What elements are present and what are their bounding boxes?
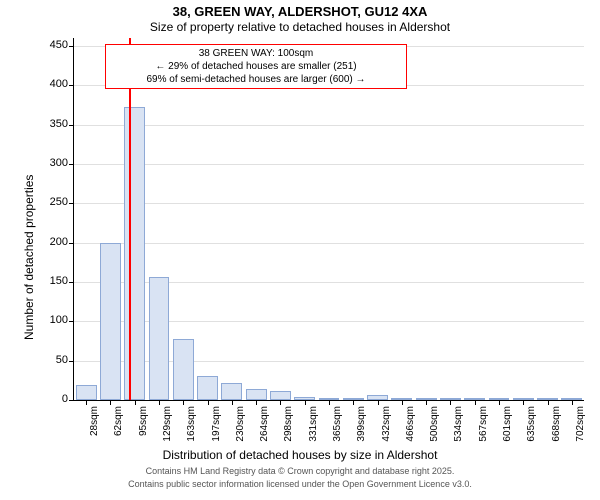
- x-tick-label: 534sqm: [453, 406, 464, 454]
- x-tick-label: 466sqm: [405, 406, 416, 454]
- plot-area: [73, 38, 584, 401]
- y-tick-label: 300: [30, 157, 68, 169]
- x-tick-label: 197sqm: [211, 406, 222, 454]
- x-tick-label: 365sqm: [332, 406, 343, 454]
- annotation-line-1: 38 GREEN WAY: 100sqm: [112, 47, 400, 60]
- histogram-bar: [76, 385, 97, 400]
- marker-line: [129, 38, 131, 400]
- x-tick-label: 163sqm: [186, 406, 197, 454]
- y-tick-label: 350: [30, 118, 68, 130]
- x-tick-label: 702sqm: [575, 406, 586, 454]
- histogram-bar: [124, 107, 145, 400]
- y-tick-label: 150: [30, 275, 68, 287]
- chart-subtitle: Size of property relative to detached ho…: [0, 20, 600, 34]
- y-tick-label: 50: [30, 354, 68, 366]
- x-tick-label: 95sqm: [138, 406, 149, 454]
- y-tick-label: 100: [30, 314, 68, 326]
- x-tick-label: 399sqm: [356, 406, 367, 454]
- x-tick-label: 567sqm: [478, 406, 489, 454]
- footnote-line-1: Contains HM Land Registry data © Crown c…: [0, 466, 600, 476]
- footnote-line-2: Contains public sector information licen…: [0, 479, 600, 489]
- x-tick-label: 601sqm: [502, 406, 513, 454]
- x-tick-label: 298sqm: [283, 406, 294, 454]
- x-tick-label: 635sqm: [526, 406, 537, 454]
- x-tick-label: 500sqm: [429, 406, 440, 454]
- y-tick-label: 0: [30, 393, 68, 405]
- y-tick-label: 250: [30, 196, 68, 208]
- x-tick-label: 28sqm: [89, 406, 100, 454]
- annotation-line-2: ← 29% of detached houses are smaller (25…: [112, 60, 400, 73]
- histogram-bar: [173, 339, 194, 400]
- histogram-bar: [197, 376, 218, 400]
- annotation-box: 38 GREEN WAY: 100sqm ← 29% of detached h…: [105, 44, 407, 89]
- x-tick-label: 432sqm: [381, 406, 392, 454]
- histogram-bar: [270, 391, 291, 400]
- histogram-bar: [221, 383, 242, 400]
- x-tick-label: 331sqm: [308, 406, 319, 454]
- x-tick-label: 230sqm: [235, 406, 246, 454]
- x-tick-label: 62sqm: [113, 406, 124, 454]
- x-tick-label: 668sqm: [551, 406, 562, 454]
- y-tick-label: 200: [30, 236, 68, 248]
- histogram-bar: [100, 243, 121, 400]
- histogram-bar: [246, 389, 267, 400]
- y-tick-label: 450: [30, 39, 68, 51]
- x-tick-label: 129sqm: [162, 406, 173, 454]
- x-tick-label: 264sqm: [259, 406, 270, 454]
- histogram-bar: [149, 277, 170, 400]
- chart-title: 38, GREEN WAY, ALDERSHOT, GU12 4XA: [0, 4, 600, 19]
- y-tick-label: 400: [30, 78, 68, 90]
- annotation-line-3: 69% of semi-detached houses are larger (…: [112, 73, 400, 86]
